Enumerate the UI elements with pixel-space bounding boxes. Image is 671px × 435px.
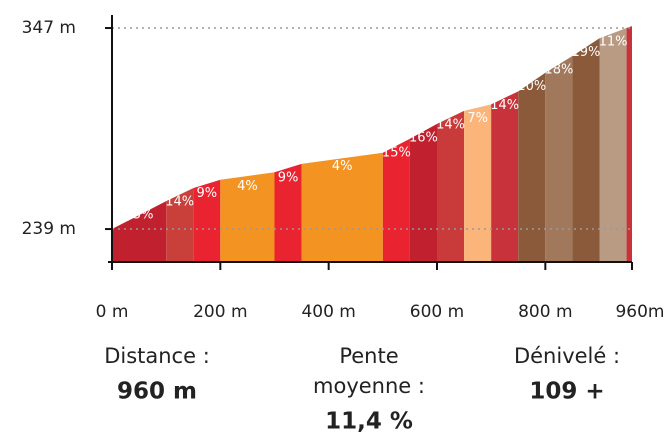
profile-segment — [437, 110, 465, 263]
profile-segment — [274, 163, 302, 262]
stat-value: 109 + — [529, 379, 604, 405]
profile-segment — [626, 26, 632, 263]
slope-label: 18% — [544, 62, 573, 77]
slope-label: 7% — [467, 111, 488, 126]
profile-segment — [599, 28, 627, 263]
profile-segment — [382, 138, 410, 262]
profile-segment — [193, 179, 221, 262]
slope-label: 9% — [278, 170, 299, 185]
stat-label: Distance : — [104, 344, 210, 368]
profile-segment — [301, 152, 383, 262]
x-tick-label: 600 m — [410, 302, 464, 322]
profile-segment — [545, 55, 573, 262]
slope-label: 14% — [490, 98, 519, 113]
x-tick-label: 0 m — [96, 302, 129, 322]
slope-label: 11% — [599, 35, 628, 50]
profile-segment — [409, 123, 437, 262]
slope-label: 19% — [572, 45, 601, 60]
slope-label: 16% — [409, 130, 438, 145]
stat-label: moyenne : — [313, 374, 425, 398]
profile-segment — [220, 172, 275, 262]
slope-label: 20% — [517, 79, 546, 94]
stat-label: Dénivelé : — [514, 344, 620, 368]
slope-label: 4% — [332, 159, 353, 174]
x-tick-label: 200 m — [193, 302, 247, 322]
slope-label: 4% — [237, 179, 258, 194]
stat-value: 11,4 % — [325, 409, 413, 435]
y-tick-label: 239 m — [22, 219, 76, 239]
slope-label: 14% — [436, 117, 465, 132]
profile-segment — [166, 188, 194, 262]
slope-label: 15% — [382, 145, 411, 160]
profile-segment — [491, 91, 519, 262]
slope-label: 15% — [125, 208, 154, 223]
slope-label: 14% — [165, 195, 194, 210]
profile-segment — [518, 72, 546, 262]
stat-value: 960 m — [117, 379, 197, 405]
stat-label: Pente — [339, 344, 398, 368]
x-tick-label: 800 m — [518, 302, 572, 322]
x-tick-label: 960m — [615, 302, 664, 322]
profile-segment — [464, 104, 492, 262]
profile-segment — [112, 201, 167, 262]
x-tick-label: 400 m — [301, 302, 355, 322]
y-tick-label: 347 m — [22, 18, 76, 38]
profile-segment — [572, 38, 600, 262]
slope-label: 9% — [196, 186, 217, 201]
